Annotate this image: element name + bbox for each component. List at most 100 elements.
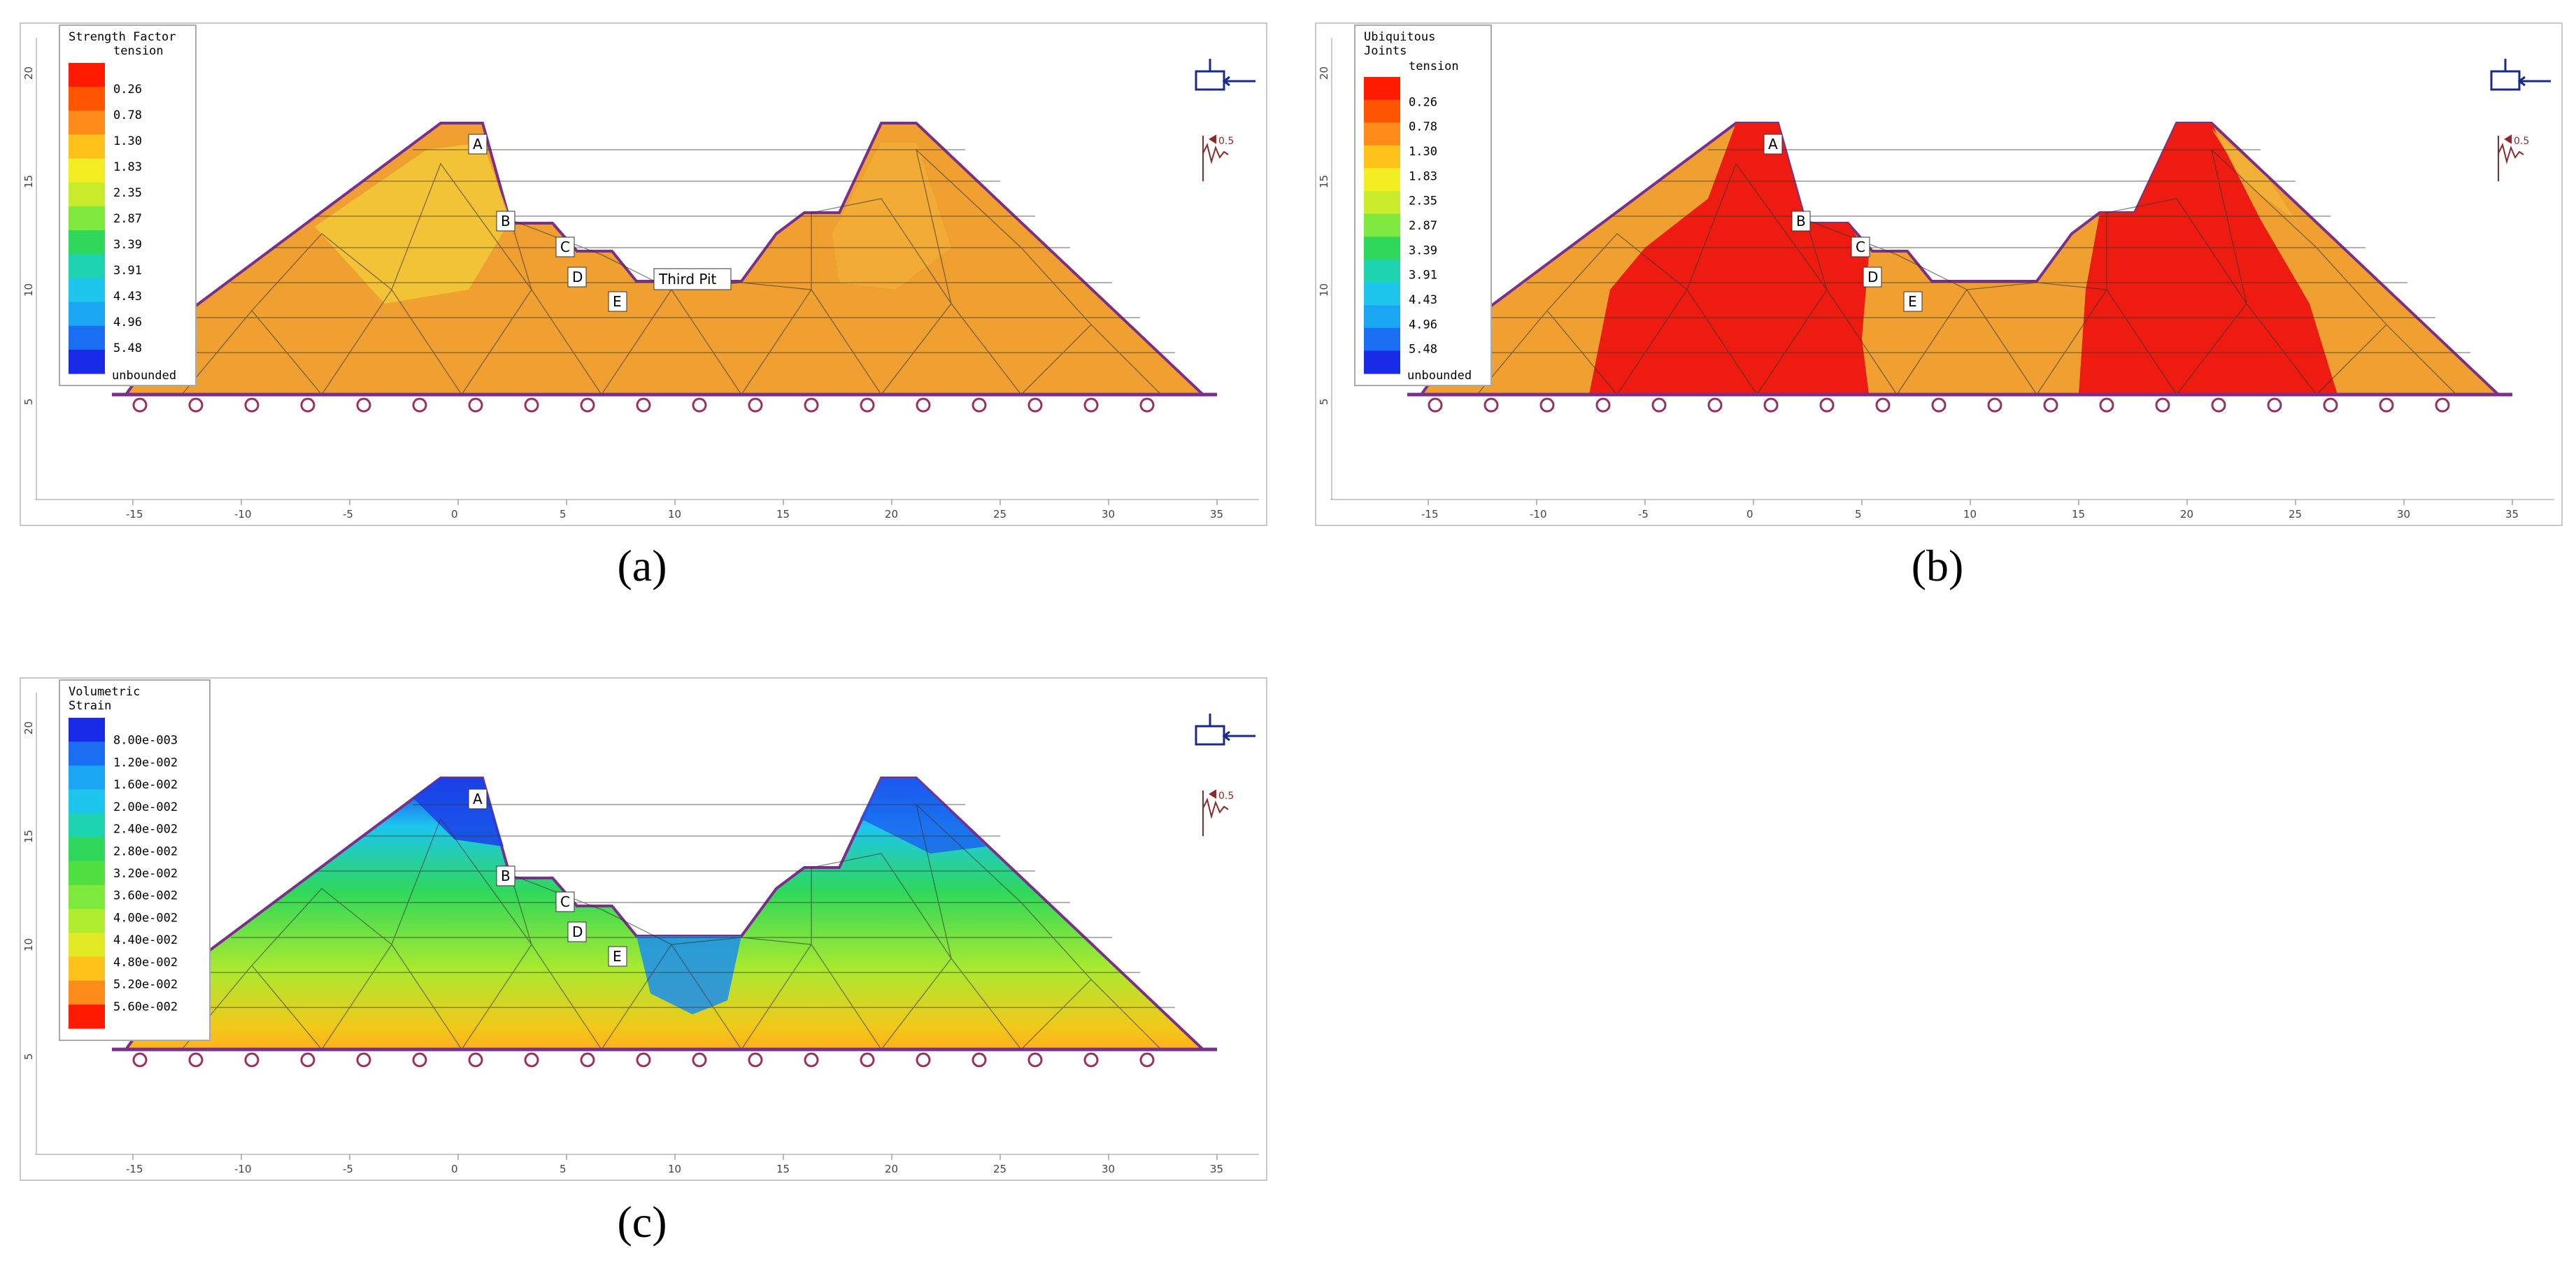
- point-label-e: E: [613, 948, 622, 965]
- x-tick-label: 15: [776, 508, 790, 521]
- y-tick-label: 5: [1318, 398, 1330, 405]
- seismic-label: 0.5: [1218, 791, 1234, 802]
- legend-label: 3.60e-002: [113, 889, 178, 903]
- seismic-wave-icon: 0.5: [1202, 134, 1234, 181]
- y-tick-label: 15: [22, 175, 35, 188]
- y-tick-label: 15: [22, 830, 35, 843]
- x-tick-label: 0: [451, 1163, 458, 1175]
- legend-title-line1: Volumetric: [69, 685, 140, 699]
- legend-swatch: [69, 206, 105, 231]
- legend-swatch: [1364, 77, 1400, 101]
- y-tick-label: 20: [1318, 66, 1330, 80]
- x-tick-label: -10: [234, 1163, 252, 1175]
- legend-label: 5.60e-002: [113, 1000, 178, 1014]
- legend-label: 2.87: [113, 212, 142, 226]
- legend-swatch: [69, 861, 105, 886]
- legend-label: 4.00e-002: [113, 911, 178, 925]
- legend-swatch: [69, 87, 105, 111]
- legend-labels-a: 0.26 0.78 1.30 1.83 2.35 2.87 3.39 3.91 4.43 4.96…: [113, 83, 142, 355]
- x-tick-label: -15: [1421, 508, 1439, 521]
- legend-swatch: [69, 230, 105, 255]
- legend-label: 2.35: [1409, 194, 1437, 208]
- point-label-b: B: [501, 868, 511, 884]
- legend-swatch: [69, 742, 105, 766]
- y-axis-b: 5 10 15 20: [1318, 38, 1332, 500]
- legend-swatch: [1364, 145, 1400, 169]
- legend-label: 4.43: [113, 290, 142, 304]
- load-arrow-icon: [2490, 59, 2551, 91]
- legend-label: 4.43: [1409, 293, 1437, 307]
- x-tick-label: -10: [1530, 508, 1547, 521]
- legend-swatch: [1364, 351, 1400, 374]
- legend-label: 0.26: [113, 83, 142, 97]
- legend-swatch: [69, 909, 105, 933]
- y-tick-label: 10: [22, 938, 35, 951]
- legend-c: Volumetric Strain 8.00e-003 1.20e-002 1.60…: [59, 679, 211, 1041]
- legend-label: 5.48: [1409, 343, 1437, 357]
- legend-label: 2.40e-002: [113, 823, 178, 837]
- x-tick-label: 20: [2180, 508, 2193, 521]
- legend-label: 8.00e-003: [113, 734, 178, 748]
- legend-swatch: [69, 182, 105, 207]
- legend-title-line2: Strain: [69, 699, 111, 713]
- legend-swatch: [69, 63, 105, 87]
- x-tick-label: 10: [668, 508, 681, 521]
- x-tick-label: 10: [1963, 508, 1977, 521]
- x-tick-label: 0: [1746, 508, 1753, 521]
- legend-label: 5.48: [113, 341, 142, 355]
- legend-swatch: [69, 980, 105, 1005]
- legend-label: 2.35: [113, 186, 142, 200]
- y-tick-label: 20: [22, 721, 35, 735]
- x-tick-label: 30: [1102, 508, 1115, 521]
- point-label-c: C: [1856, 239, 1865, 255]
- x-tick-label: 35: [1210, 508, 1223, 521]
- legend-first-label: tension: [1409, 59, 1459, 73]
- legend-swatches-a: [69, 63, 105, 374]
- seismic-wave-icon: 0.5: [2498, 134, 2529, 181]
- legend-swatch: [1364, 327, 1400, 351]
- point-label-d: D: [572, 923, 583, 940]
- legend-swatches-b: [1364, 77, 1400, 374]
- legend-swatch: [69, 885, 105, 909]
- legend-swatch: [1364, 259, 1400, 283]
- legend-swatch: [1364, 191, 1400, 215]
- x-tick-label: 35: [1210, 1163, 1223, 1175]
- load-arrow-icon: [1195, 714, 1255, 746]
- point-label-b: B: [1796, 213, 1806, 229]
- x-tick-label: -10: [234, 508, 252, 521]
- legend-swatch: [69, 765, 105, 790]
- legend-swatch: [69, 349, 105, 374]
- x-tick-label: -5: [1638, 508, 1649, 521]
- y-axis-c: 5 10 15 20: [22, 693, 37, 1154]
- x-tick-label: 15: [776, 1163, 790, 1175]
- legend-end-label: unbounded: [1407, 369, 1472, 383]
- x-axis-c: -15 -10 -5 0 5 10 15 20 25 30 35: [35, 1154, 1259, 1175]
- legend-label: 0.78: [113, 108, 142, 122]
- legend-label: 4.96: [113, 316, 142, 330]
- y-tick-label: 10: [22, 283, 35, 297]
- legend-swatch: [69, 837, 105, 862]
- legend-swatches-c: [69, 718, 105, 1029]
- point-label-e: E: [613, 293, 622, 310]
- legend-labels-b: 0.26 0.78 1.30 1.83 2.35 2.87 3.39 3.91 4.43 4.96…: [1409, 95, 1437, 356]
- point-label-b: B: [501, 213, 511, 229]
- x-tick-label: 20: [885, 508, 898, 521]
- x-axis-b: -15 -10 -5 0 5 10 15 20 25 30 35: [1330, 499, 2554, 521]
- panel-c: Volumetric Strain 8.00e-003 1.20e-002 1.60…: [20, 677, 1267, 1181]
- legend-swatch: [69, 134, 105, 160]
- legend-label: 1.30: [1409, 145, 1437, 159]
- x-tick-label: 5: [1855, 508, 1862, 521]
- y-axis-a: 5 10 15 20: [22, 38, 37, 500]
- x-tick-label: 5: [560, 508, 567, 521]
- legend-title-line1: Ubiquitous: [1364, 30, 1435, 44]
- legend-swatch: [69, 158, 105, 183]
- legend-swatch: [69, 718, 105, 742]
- x-tick-label: -5: [343, 508, 353, 521]
- caption-b: (b): [1911, 541, 1964, 590]
- legend-title-line2: Joints: [1364, 44, 1407, 58]
- legend-label: 1.30: [113, 134, 142, 148]
- legend-swatch: [1364, 99, 1400, 123]
- point-label-a: A: [1768, 136, 1778, 153]
- legend-swatch: [69, 956, 105, 982]
- x-tick-label: 10: [668, 1163, 681, 1175]
